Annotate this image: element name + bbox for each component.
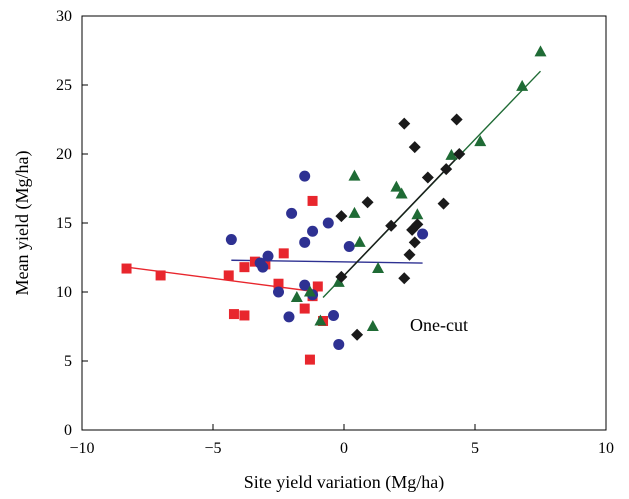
x-tick-label: 5: [471, 440, 479, 457]
y-tick-label: 15: [56, 215, 72, 232]
point-triangle: [411, 208, 424, 220]
point-circle: [262, 250, 274, 262]
point-circle: [225, 234, 237, 246]
point-circle: [328, 309, 340, 321]
y-axis-title: Mean yield (Mg/ha): [12, 151, 33, 296]
point-diamond: [335, 270, 348, 283]
x-axis-title: Site yield variation (Mg/ha): [244, 472, 444, 493]
annotation-one-cut: One-cut: [410, 315, 468, 335]
point-diamond: [385, 219, 398, 232]
point-triangle: [314, 314, 327, 326]
x-tick-label: −5: [204, 440, 221, 457]
trend-lines: [126, 70, 542, 299]
point-square: [278, 248, 289, 259]
point-diamond: [421, 171, 434, 184]
x-tick-label: 10: [598, 440, 614, 457]
point-square: [239, 310, 250, 321]
point-triangle: [445, 148, 458, 160]
point-triangle: [290, 291, 303, 303]
point-circle: [286, 207, 298, 219]
point-triangle: [534, 45, 547, 57]
point-diamond: [408, 236, 421, 249]
point-diamond: [453, 148, 466, 160]
y-tick-label: 10: [56, 284, 72, 301]
point-square: [121, 263, 132, 274]
y-tick-label: 5: [64, 353, 72, 370]
point-triangle: [395, 187, 408, 199]
point-diamond: [361, 196, 374, 209]
point-circle: [333, 338, 345, 350]
point-square: [304, 354, 315, 365]
data-points: [121, 45, 547, 365]
ticks-layer: −10 −5 0 5 10 0 5 10 15 20 25 30: [56, 8, 614, 457]
point-square: [312, 281, 323, 292]
point-diamond: [411, 218, 424, 231]
y-tick-label: 30: [56, 8, 72, 25]
y-tick-label: 20: [56, 146, 72, 163]
trend-line-diamond: [340, 152, 463, 279]
point-triangle: [516, 79, 529, 91]
point-diamond: [351, 328, 364, 341]
point-circle: [299, 170, 311, 182]
point-circle: [299, 236, 311, 248]
point-triangle: [332, 275, 345, 287]
point-diamond: [398, 117, 411, 130]
point-diamond: [437, 197, 450, 210]
point-circle: [322, 217, 334, 229]
point-triangle: [390, 180, 403, 192]
point-diamond: [335, 210, 348, 223]
x-tick-label: −10: [69, 440, 94, 457]
point-diamond: [450, 113, 463, 126]
point-triangle: [348, 206, 361, 218]
point-circle: [283, 311, 295, 323]
point-square: [223, 270, 234, 281]
plot-frame: [81, 15, 607, 431]
point-triangle: [474, 135, 487, 147]
point-triangle: [353, 235, 366, 247]
point-square: [307, 195, 318, 206]
point-diamond: [408, 141, 421, 154]
trend-line-square: [126, 266, 318, 293]
y-tick-label: 0: [64, 422, 72, 439]
point-square: [239, 262, 250, 273]
point-diamond: [440, 163, 453, 176]
point-diamond: [398, 272, 411, 285]
point-circle: [273, 286, 284, 298]
point-triangle: [303, 285, 316, 297]
point-square: [273, 278, 284, 289]
point-square: [228, 309, 239, 320]
point-circle: [299, 279, 311, 291]
x-tick-label: 0: [340, 440, 348, 457]
point-diamond: [403, 248, 416, 261]
point-square: [155, 270, 166, 281]
point-triangle: [366, 320, 379, 331]
point-triangle: [348, 169, 361, 181]
point-circle: [307, 225, 319, 237]
point-circle: [417, 228, 429, 240]
point-square: [299, 303, 310, 314]
point-triangle: [372, 262, 385, 274]
y-tick-label: 25: [56, 77, 72, 94]
point-circle: [343, 240, 355, 252]
point-circle: [257, 261, 269, 273]
